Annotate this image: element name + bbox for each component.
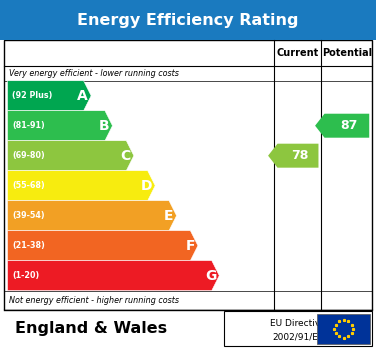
Polygon shape	[8, 261, 219, 291]
Text: A: A	[77, 89, 88, 103]
Polygon shape	[315, 114, 369, 138]
Bar	[317, 314, 370, 344]
Text: (1-20): (1-20)	[12, 271, 39, 280]
Text: D: D	[141, 179, 152, 193]
Text: Energy Efficiency Rating: Energy Efficiency Rating	[77, 13, 299, 27]
Polygon shape	[8, 171, 155, 201]
Text: (55-68): (55-68)	[12, 181, 45, 190]
Text: C: C	[121, 149, 131, 163]
Text: Potential: Potential	[322, 48, 372, 58]
Text: (39-54): (39-54)	[12, 211, 45, 220]
Polygon shape	[8, 231, 198, 261]
Text: (69-80): (69-80)	[12, 151, 45, 160]
Text: E: E	[164, 209, 174, 223]
Polygon shape	[8, 111, 112, 141]
Polygon shape	[8, 141, 134, 171]
Text: EU Directive: EU Directive	[270, 319, 326, 327]
Text: G: G	[205, 269, 216, 283]
Polygon shape	[8, 81, 91, 111]
Text: 78: 78	[291, 149, 309, 162]
Text: Current: Current	[277, 48, 319, 58]
Polygon shape	[8, 201, 177, 231]
Bar	[224, 311, 372, 346]
Bar	[0, 310, 376, 348]
Text: B: B	[99, 119, 109, 133]
Text: (92 Plus): (92 Plus)	[12, 91, 52, 100]
Text: (81-91): (81-91)	[12, 121, 45, 130]
Text: Not energy efficient - higher running costs: Not energy efficient - higher running co…	[9, 296, 179, 304]
Polygon shape	[268, 144, 318, 168]
Text: England & Wales: England & Wales	[15, 321, 167, 337]
Text: Very energy efficient - lower running costs: Very energy efficient - lower running co…	[9, 69, 179, 78]
Text: 87: 87	[340, 119, 358, 132]
Text: 2002/91/EC: 2002/91/EC	[272, 332, 324, 341]
Text: F: F	[185, 239, 195, 253]
Text: (21-38): (21-38)	[12, 241, 45, 250]
Bar	[4, 40, 372, 310]
Bar	[0, 0, 376, 40]
